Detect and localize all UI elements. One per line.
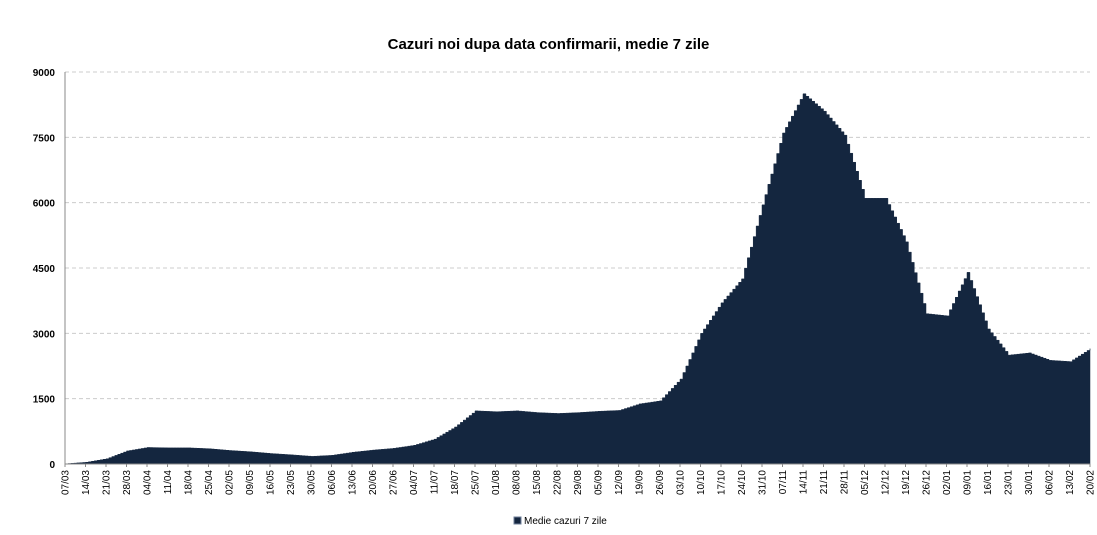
x-tick-label: 21/11 bbox=[819, 470, 830, 495]
x-tick-label: 26/12 bbox=[922, 470, 933, 495]
x-tick-label: 03/10 bbox=[676, 470, 687, 495]
x-tick-label: 12/12 bbox=[881, 470, 892, 495]
x-tick-label: 12/09 bbox=[614, 470, 625, 495]
y-tick-label: 3000 bbox=[33, 329, 56, 340]
x-tick-label: 05/09 bbox=[594, 470, 605, 495]
x-tick-label: 18/07 bbox=[450, 470, 461, 495]
series-area-path bbox=[64, 93, 1091, 465]
x-tick-label: 06/02 bbox=[1045, 470, 1056, 495]
x-tick-label: 14/11 bbox=[799, 470, 810, 495]
x-tick-label: 26/09 bbox=[655, 470, 666, 495]
x-tick-label: 06/06 bbox=[327, 470, 338, 495]
x-tick-label: 17/10 bbox=[717, 470, 728, 495]
x-tick-label: 25/07 bbox=[471, 470, 482, 495]
x-tick-label: 10/10 bbox=[696, 470, 707, 495]
x-tick-label: 20/02 bbox=[1086, 470, 1097, 495]
x-tick-label: 31/10 bbox=[758, 470, 769, 495]
y-tick-label: 4500 bbox=[33, 264, 56, 275]
x-tick-label: 18/04 bbox=[184, 470, 195, 495]
x-tick-label: 23/01 bbox=[1004, 470, 1015, 495]
x-tick-label: 13/06 bbox=[348, 470, 359, 495]
x-tick-label: 30/05 bbox=[307, 470, 318, 495]
x-tick-label: 19/09 bbox=[635, 470, 646, 495]
x-tick-label: 28/11 bbox=[840, 470, 851, 495]
x-tick-label: 16/05 bbox=[266, 470, 277, 495]
x-tick-label: 23/05 bbox=[286, 470, 297, 495]
x-tick-label: 09/01 bbox=[963, 470, 974, 495]
x-tick-label: 27/06 bbox=[389, 470, 400, 495]
x-tick-label: 15/08 bbox=[532, 470, 543, 495]
series-area bbox=[64, 93, 1091, 465]
x-tick-label: 09/05 bbox=[245, 470, 256, 495]
y-tick-label: 0 bbox=[49, 460, 55, 471]
legend: Medie cazuri 7 zile bbox=[513, 516, 607, 527]
x-tick-label: 16/01 bbox=[983, 470, 994, 495]
x-tick-label: 11/07 bbox=[430, 470, 441, 495]
x-tick-label: 22/08 bbox=[553, 470, 564, 495]
x-tick-label: 20/06 bbox=[368, 470, 379, 495]
x-tick-label: 02/05 bbox=[225, 470, 236, 495]
x-tick-label: 29/08 bbox=[573, 470, 584, 495]
x-tick-label: 07/03 bbox=[61, 470, 72, 495]
x-tick-label: 30/01 bbox=[1024, 470, 1035, 495]
x-tick-label: 25/04 bbox=[204, 470, 215, 495]
x-tick-label: 19/12 bbox=[901, 470, 912, 495]
y-tick-label: 9000 bbox=[33, 68, 56, 79]
legend-swatch bbox=[513, 516, 522, 525]
legend-label: Medie cazuri 7 zile bbox=[524, 516, 607, 527]
y-tick-label: 1500 bbox=[33, 395, 56, 406]
x-tick-label: 07/11 bbox=[778, 470, 789, 495]
x-axis-ticks: 07/03 14/03 21/03 28/03 04/04 11/04 18/04 25/04… bbox=[61, 464, 1097, 495]
x-tick-label: 04/04 bbox=[143, 470, 154, 495]
x-tick-label: 08/08 bbox=[512, 470, 523, 495]
x-tick-label: 04/07 bbox=[409, 470, 420, 495]
chart-title: Cazuri noi dupa data confirmarii, medie … bbox=[387, 36, 710, 53]
x-tick-label: 24/10 bbox=[737, 470, 748, 495]
x-tick-label: 05/12 bbox=[860, 470, 871, 495]
y-axis-ticks: 0 1500 3000 4500 6000 7500 9000 bbox=[33, 68, 56, 471]
x-tick-label: 02/01 bbox=[942, 470, 953, 495]
x-tick-label: 14/03 bbox=[81, 470, 92, 495]
x-tick-label: 11/04 bbox=[163, 470, 174, 495]
x-tick-label: 13/02 bbox=[1065, 470, 1076, 495]
x-tick-label: 21/03 bbox=[102, 470, 113, 495]
y-tick-label: 6000 bbox=[33, 199, 56, 210]
x-tick-label: 28/03 bbox=[122, 470, 133, 495]
x-tick-label: 01/08 bbox=[491, 470, 502, 495]
y-tick-label: 7500 bbox=[33, 133, 56, 144]
